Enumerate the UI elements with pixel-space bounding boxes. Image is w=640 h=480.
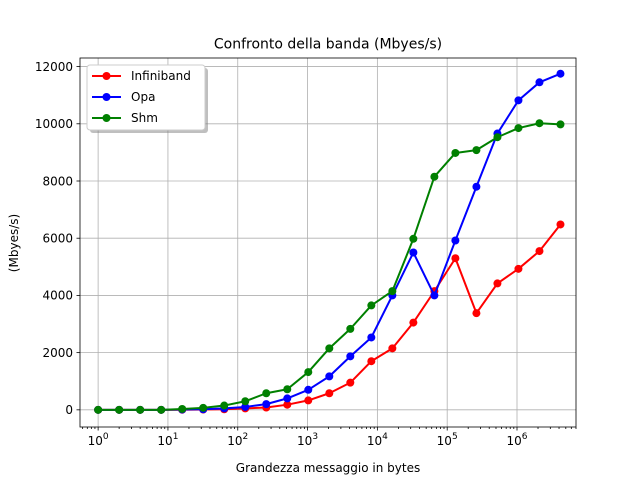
x-tick-label-exponent: 5: [452, 432, 458, 442]
x-tick-label-base: 10: [297, 434, 312, 448]
data-point-opa: [325, 372, 334, 381]
x-tick-label-exponent: 4: [382, 432, 388, 442]
data-point-infiniband: [535, 247, 544, 256]
data-point-shm: [409, 234, 418, 243]
x-tick-label-base: 10: [157, 434, 172, 448]
data-point-opa: [409, 248, 418, 257]
data-point-opa: [472, 182, 481, 191]
x-tick-label-base: 10: [367, 434, 382, 448]
data-point-shm: [367, 301, 376, 310]
data-point-shm: [535, 119, 544, 128]
legend-entry-infiniband: Infiniband: [92, 69, 191, 83]
data-point-shm: [283, 385, 292, 394]
x-tick-label: 105: [437, 432, 458, 448]
x-tick-label-exponent: 6: [522, 432, 528, 442]
x-tick-label-base: 10: [437, 434, 452, 448]
data-point-shm: [388, 287, 397, 296]
x-tick-label-exponent: 0: [103, 432, 109, 442]
data-point-shm: [304, 368, 313, 377]
data-point-shm: [493, 133, 502, 142]
x-tick-label-base: 10: [227, 434, 242, 448]
data-point-opa: [241, 402, 250, 411]
data-point-opa: [430, 291, 439, 300]
data-point-infiniband: [367, 357, 376, 366]
y-tick-label: 4000: [42, 289, 73, 303]
y-axis-label: (Mbyes/s): [7, 214, 21, 272]
x-tick-label-exponent: 1: [173, 432, 179, 442]
legend-label-opa: Opa: [131, 90, 155, 104]
data-point-opa: [346, 352, 355, 361]
x-tick-label: 102: [227, 432, 248, 448]
data-point-opa: [304, 385, 313, 394]
x-tick-label: 100: [88, 432, 109, 448]
y-tick-label: 8000: [42, 174, 73, 188]
data-point-shm: [556, 120, 565, 129]
y-tick-label: 2000: [42, 346, 73, 360]
x-tick-label: 104: [367, 432, 388, 448]
x-tick-label-base: 10: [88, 434, 103, 448]
series-layer: [94, 69, 565, 414]
data-point-infiniband: [472, 309, 481, 318]
data-point-opa: [451, 236, 460, 245]
data-point-opa: [367, 333, 376, 342]
legend-entry-opa: Opa: [92, 90, 155, 104]
x-tick-label: 101: [157, 432, 178, 448]
x-tick-label-exponent: 3: [312, 432, 318, 442]
y-tick-label: 6000: [42, 232, 73, 246]
x-tick-label: 106: [506, 432, 527, 448]
data-point-shm: [262, 389, 271, 398]
data-point-opa: [556, 69, 565, 78]
legend-swatch-marker-shm: [102, 114, 111, 122]
x-tick-label-exponent: 2: [243, 432, 249, 442]
legend-label-shm: Shm: [131, 111, 158, 125]
data-point-shm: [451, 148, 460, 157]
y-tick-label: 0: [65, 403, 73, 417]
data-point-infiniband: [514, 264, 523, 273]
legend-swatch-marker-opa: [102, 93, 111, 101]
data-point-opa: [262, 400, 271, 409]
data-point-shm: [136, 405, 145, 414]
x-tick-label-base: 10: [506, 434, 521, 448]
y-tick-label: 10000: [35, 117, 73, 131]
data-point-shm: [220, 401, 229, 410]
legend: Infiniband Opa Shm: [86, 64, 208, 133]
chart-title: Confronto della banda (Mbyes/s): [214, 37, 442, 53]
legend-box: [86, 64, 206, 131]
data-point-infiniband: [493, 279, 502, 288]
legend-swatch-marker-infiniband: [102, 72, 111, 80]
series-shm: [94, 119, 565, 414]
plot-frame: [79, 57, 577, 428]
data-point-infiniband: [346, 378, 355, 387]
data-point-shm: [241, 397, 250, 406]
data-point-opa: [283, 394, 292, 403]
data-point-infiniband: [556, 220, 565, 229]
y-tick-label: 12000: [35, 60, 73, 74]
axis-ticks: 100 101 102 103 104 105 1060200040006000800010…: [35, 60, 577, 448]
data-point-infiniband: [283, 400, 292, 409]
legend-label-infiniband: Infiniband: [131, 69, 191, 83]
data-point-shm: [115, 405, 124, 414]
data-point-infiniband: [304, 396, 313, 405]
data-point-shm: [199, 403, 208, 412]
data-point-shm: [94, 405, 103, 414]
legend-entry-shm: Shm: [92, 111, 158, 125]
data-point-opa: [535, 78, 544, 87]
data-point-shm: [430, 172, 439, 181]
x-tick-label: 103: [297, 432, 318, 448]
data-point-shm: [325, 344, 334, 353]
data-point-infiniband: [388, 344, 397, 353]
data-point-shm: [178, 404, 187, 413]
data-point-shm: [514, 124, 523, 133]
data-point-opa: [514, 96, 523, 105]
data-point-infiniband: [409, 318, 418, 327]
data-point-shm: [157, 405, 166, 414]
data-point-infiniband: [325, 389, 334, 398]
data-point-shm: [346, 324, 355, 333]
x-axis-label: Grandezza messaggio in bytes: [236, 461, 420, 475]
data-point-infiniband: [451, 254, 460, 263]
data-point-shm: [472, 146, 481, 155]
